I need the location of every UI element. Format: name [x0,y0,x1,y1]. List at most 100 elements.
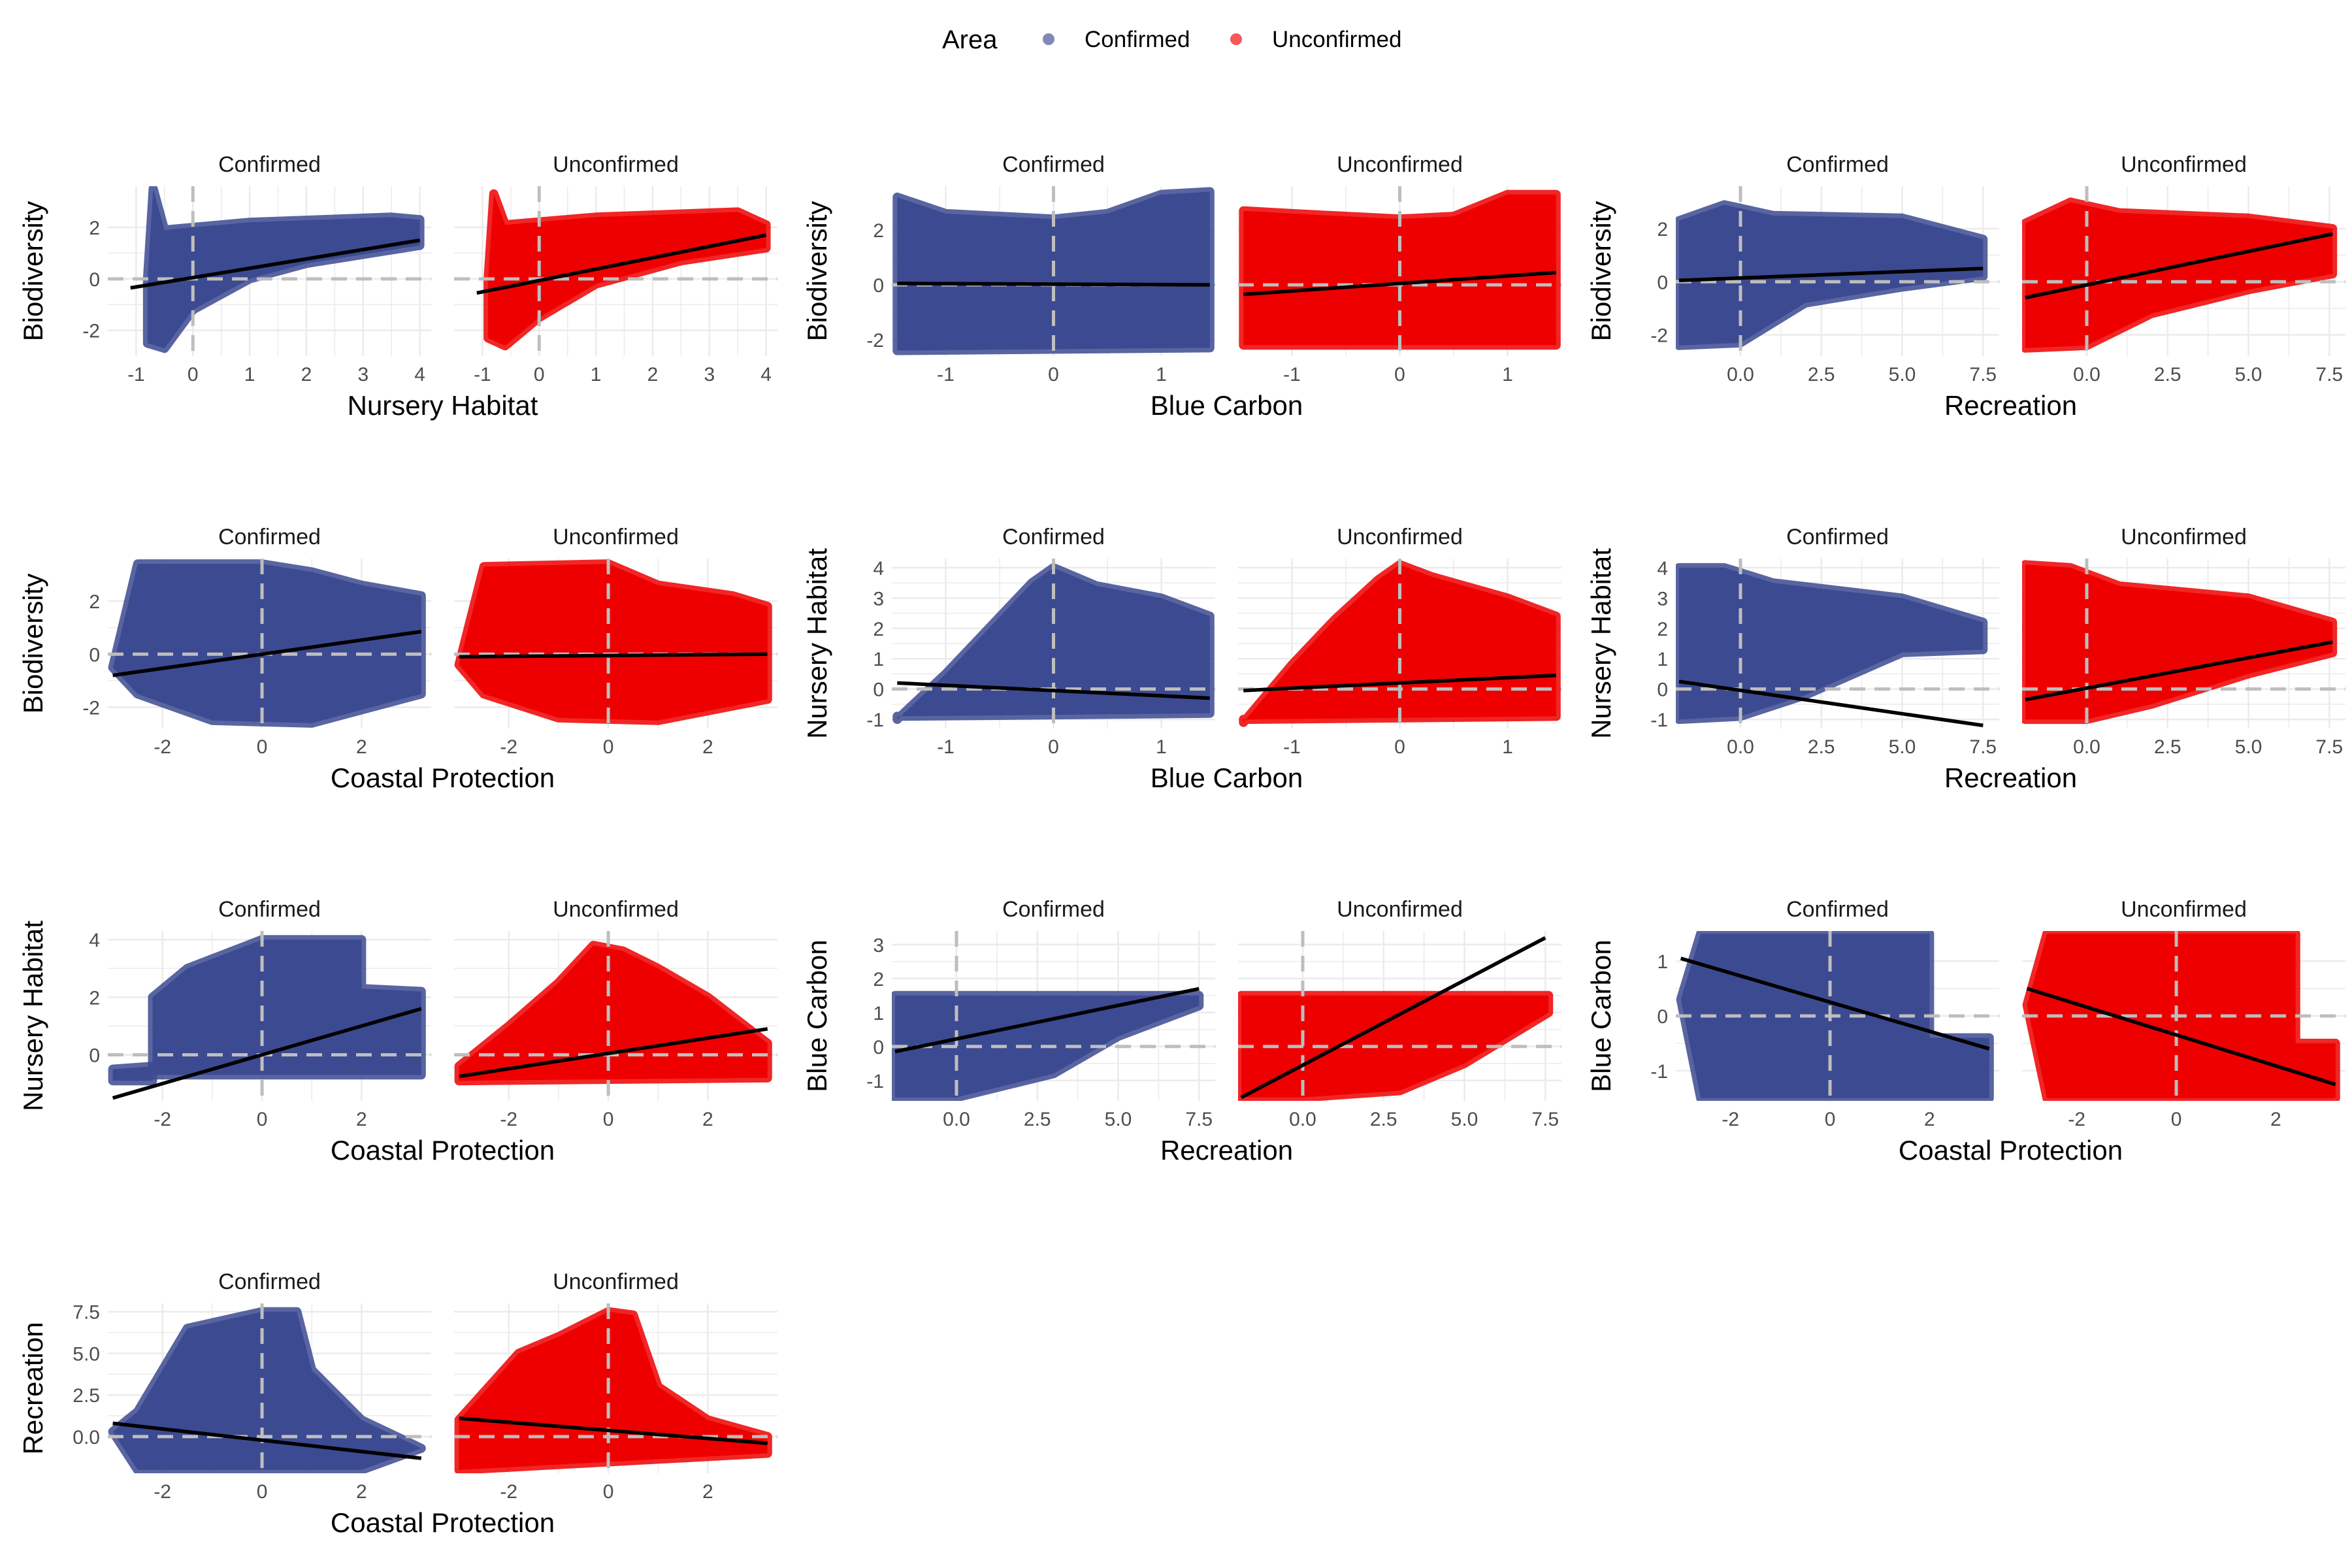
x-axis-label: Nursery Habitat [348,390,538,421]
y-tick-label: 2 [873,619,884,640]
x-tick-label: 0 [603,1481,614,1503]
x-tick-label: -1 [1283,736,1301,758]
x-tick-label: 5.0 [1889,364,1916,385]
x-tick-label: 7.5 [1531,1109,1559,1130]
y-axis-label: Biodiversity [802,201,832,342]
facet-label: Confirmed [1002,152,1105,177]
trend-line [459,1027,768,1079]
x-tick-label: 0 [1048,736,1059,758]
panel-unconfirmed: -2 0 2 Unconfirmed [2022,897,2345,1130]
trend-line [112,1421,422,1460]
x-tick-label: 4 [414,364,425,385]
x-tick-label: -1 [937,736,955,758]
panel-confirmed: -1 0 1 Confirmed -2 0 2 [866,152,1215,385]
x-axis-label: Blue Carbon [1151,762,1303,793]
trend-line [112,629,422,678]
facet-label: Unconfirmed [1337,897,1463,922]
facet-label: Unconfirmed [553,525,679,549]
y-tick-label: 0 [89,1045,100,1066]
point-cloud [2022,197,2338,353]
chart-6-recreation-vs-nursery-habitat: 0.0 2.5 5.0 7.5 Confirmed -1 0 1 2 3 4 0.0 2.5 5.0 7.5… [1586,525,2345,793]
x-tick-label: -2 [1722,1109,1739,1130]
x-tick-label: 1 [1502,364,1513,385]
x-tick-label: 2.5 [2154,364,2181,385]
y-tick-label: -1 [866,1071,884,1092]
x-tick-label: 5.0 [2235,736,2262,758]
x-tick-label: -2 [500,1481,517,1503]
y-tick-label: 2.5 [73,1385,100,1407]
x-tick-label: 0.0 [1727,736,1754,758]
facet-label: Unconfirmed [2121,525,2247,549]
x-tick-label: 0 [188,364,199,385]
y-tick-label: 2 [1657,619,1668,640]
panel-confirmed: 0.0 2.5 5.0 7.5 Confirmed -2 0 2 [1650,152,1999,385]
x-tick-label: 4 [760,364,772,385]
facet-label: Unconfirmed [553,1269,679,1294]
trend-line [897,681,1210,700]
trend-line [1243,270,1556,297]
panel-unconfirmed: -2 0 2 Unconfirmed [454,1269,777,1503]
x-tick-label: 7.5 [1969,736,1997,758]
y-axis-label: Blue Carbon [1586,939,1616,1092]
y-tick-label: 2 [89,987,100,1009]
x-tick-label: 0 [257,1481,268,1503]
chart-1-nursery-habitat-vs-biodiversity: -1 0 1 2 3 4 Confirmed -2 0 2 -1 0 1 2 3 4 Unconfirmed Nu… [18,152,777,421]
trend-line [459,1416,768,1445]
x-tick-label: 0 [1825,1109,1836,1130]
x-tick-label: 1 [1156,736,1167,758]
x-tick-label: -1 [127,364,145,385]
panel-confirmed: -1 0 1 2 3 4 Confirmed -2 0 2 [82,152,431,385]
chart-2-blue-carbon-vs-biodiversity: -1 0 1 Confirmed -2 0 2 -1 0 1 Unconfirmed Blue Car… [802,152,1561,421]
y-tick-label: 0 [1657,679,1668,701]
y-tick-label: 0 [89,269,100,291]
panel-confirmed: -2 0 2 Confirmed -1 0 1 [1650,897,1999,1130]
x-axis-label: Coastal Protection [331,1135,555,1166]
x-tick-label: 0 [603,736,614,758]
facet-label: Unconfirmed [1337,152,1463,177]
y-tick-label: 2 [89,218,100,239]
x-tick-label: 7.5 [2315,364,2343,385]
facet-label: Unconfirmed [553,897,679,922]
y-tick-label: -2 [82,321,100,342]
x-tick-label: 2.5 [1370,1109,1397,1130]
trend-line [2025,640,2333,702]
panel-confirmed: -2 0 2 Confirmed 0 2 4 [89,897,431,1130]
x-tick-label: -2 [2068,1109,2085,1130]
chart-4-coastal-protection-vs-biodiversity: -2 0 2 Confirmed -2 0 2 -2 0 2 Unconfirmed Coastal … [18,525,777,793]
panel-unconfirmed: -2 0 2 Unconfirmed [454,525,777,758]
trend-line [459,652,768,659]
x-axis-label: Recreation [1944,762,2077,793]
x-tick-label: -1 [474,364,491,385]
y-tick-label: -1 [866,710,884,731]
x-tick-label: 5.0 [1451,1109,1478,1130]
legend-confirmed-label: Confirmed [1085,27,1190,52]
y-tick-label: 4 [89,930,100,951]
y-tick-label: 3 [873,935,884,956]
x-axis-label: Recreation [1160,1135,1293,1166]
y-axis-label: Biodiversity [18,201,48,342]
facet-label: Confirmed [1786,152,1889,177]
x-tick-label: 2 [702,1109,713,1130]
x-tick-label: 0 [257,1109,268,1130]
y-axis-label: Blue Carbon [802,939,832,1092]
x-tick-label: 5.0 [1889,736,1916,758]
x-tick-label: 2.5 [1808,364,1835,385]
chart-8-recreation-vs-blue-carbon: 0.0 2.5 5.0 7.5 Confirmed -1 0 1 2 3 0.0 2.5 5.0 7.5 U… [802,897,1561,1166]
x-tick-label: 5.0 [1105,1109,1132,1130]
facet-label: Unconfirmed [2121,152,2247,177]
trend-line [1678,679,1984,728]
point-cloud [454,1307,772,1473]
y-tick-label: 2 [873,969,884,990]
chart-7-coastal-protection-vs-nursery-habitat: -2 0 2 Confirmed 0 2 4 -2 0 2 Unconfirmed Coastal P… [18,897,777,1166]
y-tick-label: 1 [873,1003,884,1024]
y-tick-label: -2 [82,698,100,719]
trend-line [130,238,421,290]
x-tick-label: 0.0 [1289,1109,1316,1130]
x-tick-label: 2 [647,364,659,385]
y-tick-label: 0.0 [73,1427,100,1448]
y-axis-label: Recreation [18,1322,48,1454]
panel-confirmed: -1 0 1 Confirmed -1 0 1 2 3 4 [866,525,1215,758]
x-tick-label: -2 [154,736,171,758]
panel-unconfirmed: 0.0 2.5 5.0 7.5 Unconfirmed [2022,152,2345,385]
legend: Area Confirmed Unconfirmed [942,25,1401,54]
